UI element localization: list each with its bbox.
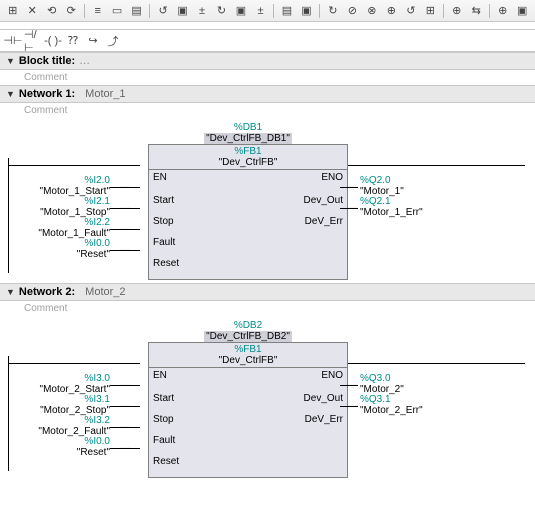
toolbar-button[interactable]: ↪ [84,33,102,49]
network2-comment[interactable]: Comment [0,301,535,316]
network1-comment[interactable]: Comment [0,103,535,118]
toolbar-button[interactable]: ⇆ [468,3,485,19]
toolbar-button[interactable]: ▣ [174,3,191,19]
network2-title: Network 2: [19,286,75,298]
collapse-icon[interactable]: ▼ [6,89,15,99]
toolbar-button[interactable]: ≡ [89,3,106,19]
network2-name: Motor_2 [85,286,125,298]
toolbar-button[interactable]: ⊗ [363,3,380,19]
block-comment[interactable]: Comment [0,70,535,85]
toolbar-button[interactable]: ⁇ [64,33,82,49]
main-toolbar: ⊞✕⟲⟳≡▭▤↺▣±↻▣±▤▣↻⊘⊗⊕↺⊞⊕⇆⊕▣ [0,0,535,22]
toolbar-button[interactable]: ⤴ [104,33,122,49]
lad-toolbar: ⊣⊢⊣/⊢-( )-⁇↪⤴ [0,30,535,52]
toolbar-button[interactable]: ⊣⊢ [4,33,22,49]
toolbar-button[interactable]: ± [252,3,269,19]
network2-ladder[interactable]: %DB2"Dev_CtrlFB_DB2"%FB1"Dev_CtrlFB"ENEN… [0,316,535,481]
network2-header[interactable]: ▼ Network 2: Motor_2 [0,283,535,301]
network1-name: Motor_1 [85,88,125,100]
toolbar-button[interactable]: ⊞ [4,3,21,19]
toolbar-button[interactable]: ⊕ [383,3,400,19]
toolbar-button[interactable]: ↺ [402,3,419,19]
toolbar-button[interactable]: ⊕ [494,3,511,19]
network1-ladder[interactable]: %DB1"Dev_CtrlFB_DB1"%FB1"Dev_CtrlFB"ENEN… [0,118,535,283]
toolbar-button[interactable]: ⟳ [62,3,79,19]
collapse-icon[interactable]: ▼ [6,56,15,66]
toolbar-button[interactable]: ▣ [232,3,249,19]
toolbar-button[interactable]: ▭ [108,3,125,19]
toolbar-button[interactable]: ⊕ [448,3,465,19]
block-title-label: Block title: [19,55,75,67]
toolbar-button[interactable]: ↻ [213,3,230,19]
toolbar-button[interactable]: ⊣/⊢ [24,33,42,49]
block-title-header[interactable]: ▼ Block title: … [0,52,535,70]
toolbar-button[interactable]: ✕ [23,3,40,19]
toolbar-button[interactable]: ⊘ [344,3,361,19]
toolbar-button[interactable]: ▣ [513,3,530,19]
toolbar-button[interactable]: ▤ [128,3,145,19]
toolbar-button[interactable]: ↺ [154,3,171,19]
collapse-icon[interactable]: ▼ [6,287,15,297]
block-title-value: … [79,55,92,67]
network1-title: Network 1: [19,88,75,100]
toolbar-button[interactable]: ▣ [298,3,315,19]
network1-header[interactable]: ▼ Network 1: Motor_1 [0,85,535,103]
toolbar-button[interactable]: -( )- [44,33,62,49]
toolbar-button[interactable]: ▤ [278,3,295,19]
toolbar-button[interactable]: ± [193,3,210,19]
toolbar-button[interactable]: ↻ [324,3,341,19]
toolbar-button[interactable]: ⟲ [43,3,60,19]
toolbar-button[interactable]: ⊞ [422,3,439,19]
